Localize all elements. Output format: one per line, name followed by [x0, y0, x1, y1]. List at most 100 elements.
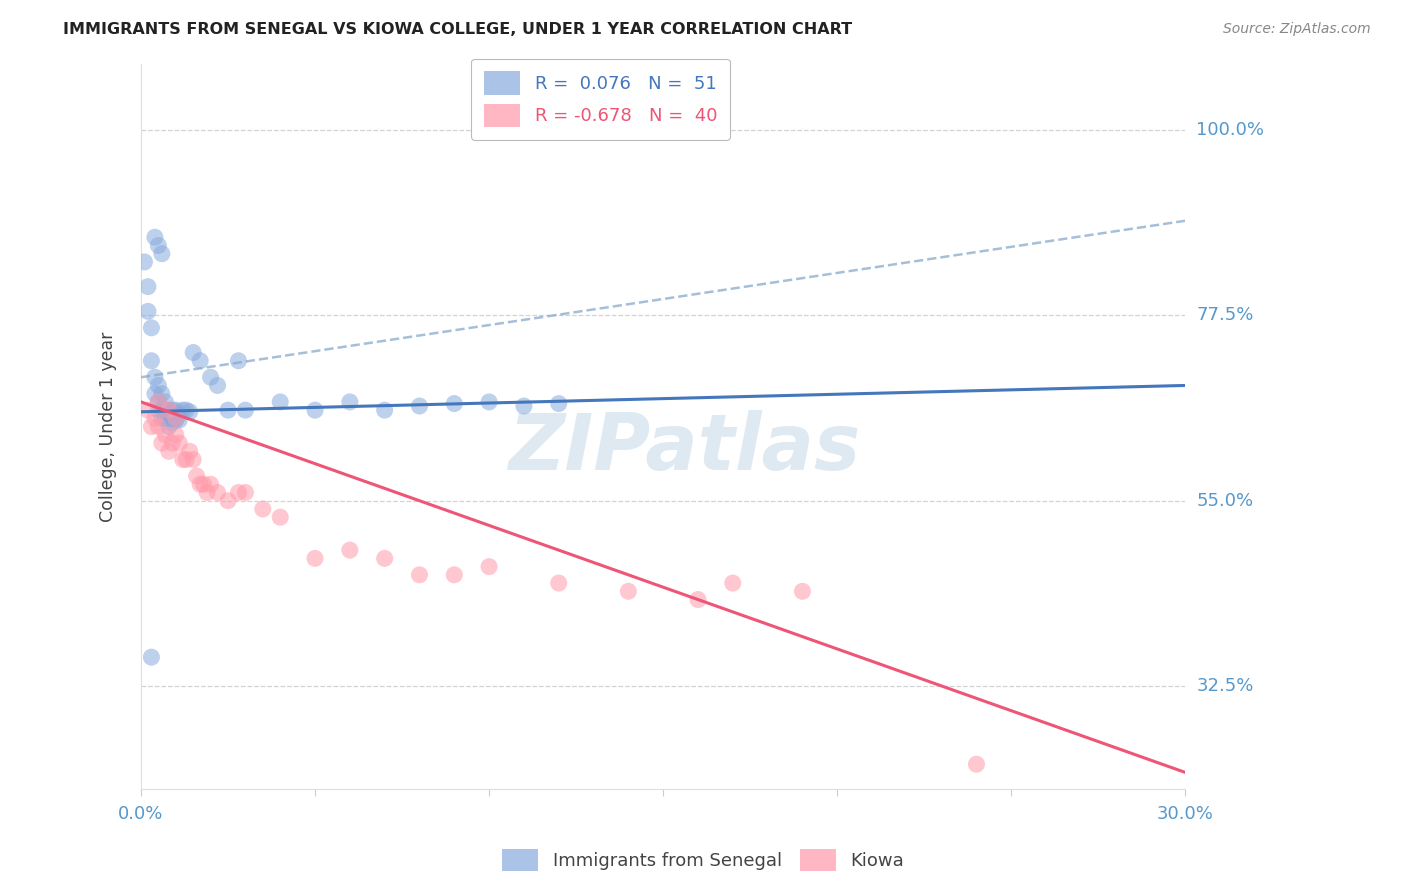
Point — [721, 576, 744, 591]
Point — [269, 510, 291, 524]
Point — [181, 345, 204, 359]
Point — [513, 399, 536, 413]
Point — [165, 403, 187, 417]
Point — [617, 584, 640, 599]
Point — [162, 436, 184, 450]
Text: Source: ZipAtlas.com: Source: ZipAtlas.com — [1223, 22, 1371, 37]
Point — [174, 403, 197, 417]
Point — [252, 502, 274, 516]
Point — [143, 411, 166, 425]
Point — [686, 592, 709, 607]
Point — [165, 407, 187, 421]
Text: 77.5%: 77.5% — [1197, 307, 1254, 325]
Point — [188, 353, 211, 368]
Text: 0.0%: 0.0% — [118, 805, 163, 823]
Point — [157, 403, 180, 417]
Point — [269, 395, 291, 409]
Point — [148, 395, 170, 409]
Point — [150, 411, 173, 425]
Point — [141, 650, 163, 665]
Point — [157, 419, 180, 434]
Point — [165, 413, 187, 427]
Point — [228, 485, 250, 500]
Point — [155, 403, 177, 417]
Point — [155, 395, 177, 409]
Point — [167, 413, 190, 427]
Text: ZIPatlas: ZIPatlas — [508, 410, 860, 486]
Text: 100.0%: 100.0% — [1197, 121, 1264, 139]
Point — [374, 403, 396, 417]
Point — [193, 477, 215, 491]
Point — [186, 469, 208, 483]
Point — [148, 395, 170, 409]
Point — [150, 403, 173, 417]
Point — [374, 551, 396, 566]
Point — [443, 567, 465, 582]
Point — [165, 411, 187, 425]
Point — [157, 411, 180, 425]
Point — [162, 403, 184, 417]
Point — [235, 403, 257, 417]
Point — [304, 551, 326, 566]
Point — [339, 395, 361, 409]
Text: 32.5%: 32.5% — [1197, 677, 1254, 695]
Point — [408, 399, 430, 413]
Point — [217, 403, 239, 417]
Point — [150, 246, 173, 260]
Point — [167, 407, 190, 421]
Point — [134, 255, 156, 269]
Text: 55.0%: 55.0% — [1197, 491, 1254, 509]
Point — [157, 403, 180, 417]
Point — [235, 485, 257, 500]
Point — [141, 353, 163, 368]
Point — [207, 378, 229, 392]
Point — [148, 378, 170, 392]
Point — [547, 576, 569, 591]
Legend: R =  0.076   N =  51, R = -0.678   N =  40: R = 0.076 N = 51, R = -0.678 N = 40 — [471, 59, 730, 139]
Point — [167, 436, 190, 450]
Point — [143, 370, 166, 384]
Point — [179, 444, 201, 458]
Point — [150, 386, 173, 401]
Point — [172, 452, 194, 467]
Point — [148, 403, 170, 417]
Point — [547, 396, 569, 410]
Point — [143, 230, 166, 244]
Point — [408, 567, 430, 582]
Text: IMMIGRANTS FROM SENEGAL VS KIOWA COLLEGE, UNDER 1 YEAR CORRELATION CHART: IMMIGRANTS FROM SENEGAL VS KIOWA COLLEGE… — [63, 22, 852, 37]
Point — [200, 370, 222, 384]
Point — [165, 411, 187, 425]
Point — [148, 238, 170, 252]
Legend: Immigrants from Senegal, Kiowa: Immigrants from Senegal, Kiowa — [495, 842, 911, 879]
Point — [304, 403, 326, 417]
Point — [136, 304, 159, 318]
Point — [217, 493, 239, 508]
Point — [141, 419, 163, 434]
Point — [162, 416, 184, 430]
Point — [165, 428, 187, 442]
Point — [157, 444, 180, 458]
Point — [141, 320, 163, 334]
Point — [478, 559, 501, 574]
Point — [792, 584, 814, 599]
Point — [228, 353, 250, 368]
Point — [966, 757, 988, 772]
Point — [172, 403, 194, 417]
Point — [155, 411, 177, 425]
Point — [339, 543, 361, 558]
Point — [443, 396, 465, 410]
Point — [174, 452, 197, 467]
Point — [195, 485, 218, 500]
Point — [162, 411, 184, 425]
Point — [143, 386, 166, 401]
Point — [179, 405, 201, 419]
Point — [207, 485, 229, 500]
Point — [136, 403, 159, 417]
Text: 30.0%: 30.0% — [1157, 805, 1213, 823]
Point — [188, 477, 211, 491]
Point — [148, 419, 170, 434]
Point — [478, 395, 501, 409]
Point — [181, 452, 204, 467]
Y-axis label: College, Under 1 year: College, Under 1 year — [100, 332, 117, 522]
Point — [136, 279, 159, 293]
